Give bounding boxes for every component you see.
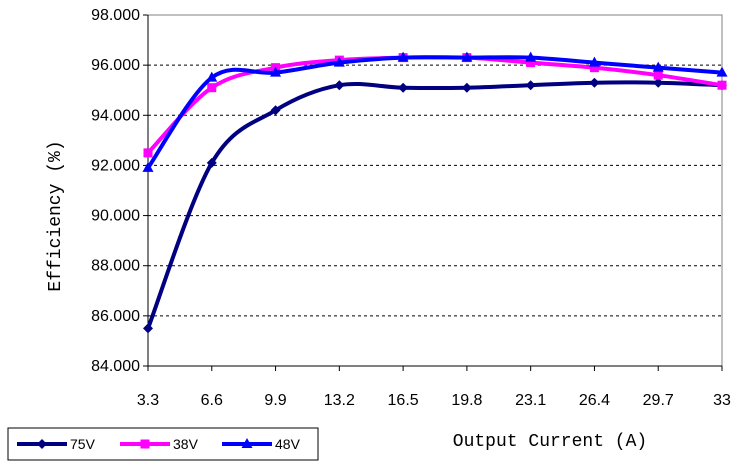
y-tick-label: 90.000 bbox=[91, 208, 140, 225]
axes bbox=[143, 14, 723, 371]
series-48V bbox=[142, 51, 728, 172]
data-point bbox=[525, 80, 536, 91]
data-point bbox=[653, 70, 663, 80]
data-point bbox=[652, 61, 664, 72]
data-point bbox=[461, 82, 472, 93]
legend-label: 75V bbox=[70, 436, 96, 452]
data-point bbox=[142, 161, 154, 172]
legend-label: 38V bbox=[173, 436, 199, 452]
y-tick-label: 86.000 bbox=[91, 308, 140, 325]
data-point bbox=[334, 80, 345, 91]
x-tick-label: 33 bbox=[713, 392, 731, 409]
data-point bbox=[270, 66, 282, 77]
data-point bbox=[717, 80, 727, 90]
data-point bbox=[588, 56, 600, 67]
x-tick-label: 9.9 bbox=[264, 392, 286, 409]
legend-item: 48V bbox=[222, 436, 301, 452]
y-tick-label: 96.000 bbox=[91, 57, 140, 74]
data-point bbox=[333, 56, 345, 67]
y-tick-label: 94.000 bbox=[91, 107, 140, 124]
legend: 75V 38V 48V bbox=[7, 427, 319, 461]
x-tick-label: 19.8 bbox=[451, 392, 482, 409]
data-point bbox=[398, 82, 409, 93]
data-point bbox=[206, 71, 218, 82]
data-point bbox=[143, 323, 153, 334]
data-point bbox=[270, 105, 281, 116]
y-axis-title: Efficiency (%) bbox=[46, 140, 66, 291]
data-point bbox=[716, 66, 728, 77]
y-tick-label: 92.000 bbox=[91, 157, 140, 174]
legend-marker bbox=[140, 439, 150, 449]
data-point bbox=[526, 58, 536, 68]
y-tick-label: 84.000 bbox=[91, 358, 140, 375]
data-point bbox=[525, 51, 537, 62]
legend-item: 38V bbox=[120, 436, 199, 452]
x-axis-title: Output Current (A) bbox=[453, 432, 647, 452]
data-point bbox=[207, 83, 217, 93]
data-point bbox=[206, 157, 217, 168]
x-tick-label: 23.1 bbox=[515, 392, 546, 409]
x-tick-label: 13.2 bbox=[324, 392, 355, 409]
y-tick-label: 98.000 bbox=[91, 7, 140, 24]
series-lines bbox=[142, 51, 728, 334]
legend-item: 75V bbox=[17, 436, 96, 452]
x-tick-label: 6.6 bbox=[201, 392, 223, 409]
series-line bbox=[146, 55, 723, 170]
data-point bbox=[589, 63, 599, 73]
data-point bbox=[461, 51, 473, 62]
x-tick-label: 29.7 bbox=[643, 392, 674, 409]
data-point bbox=[397, 51, 409, 62]
y-tick-label: 88.000 bbox=[91, 258, 140, 275]
legend-marker bbox=[241, 438, 253, 448]
legend-marker bbox=[37, 439, 47, 449]
data-point bbox=[653, 77, 664, 88]
tick-labels: 84.000 86.000 88.000 90.000 92.000 94.000 96.0… bbox=[91, 7, 731, 409]
legend-label: 48V bbox=[275, 436, 301, 452]
x-tick-label: 26.4 bbox=[579, 392, 610, 409]
data-point bbox=[143, 148, 153, 158]
x-tick-label: 16.5 bbox=[388, 392, 419, 409]
data-point bbox=[589, 77, 600, 88]
x-tick-label: 3.3 bbox=[137, 392, 159, 409]
